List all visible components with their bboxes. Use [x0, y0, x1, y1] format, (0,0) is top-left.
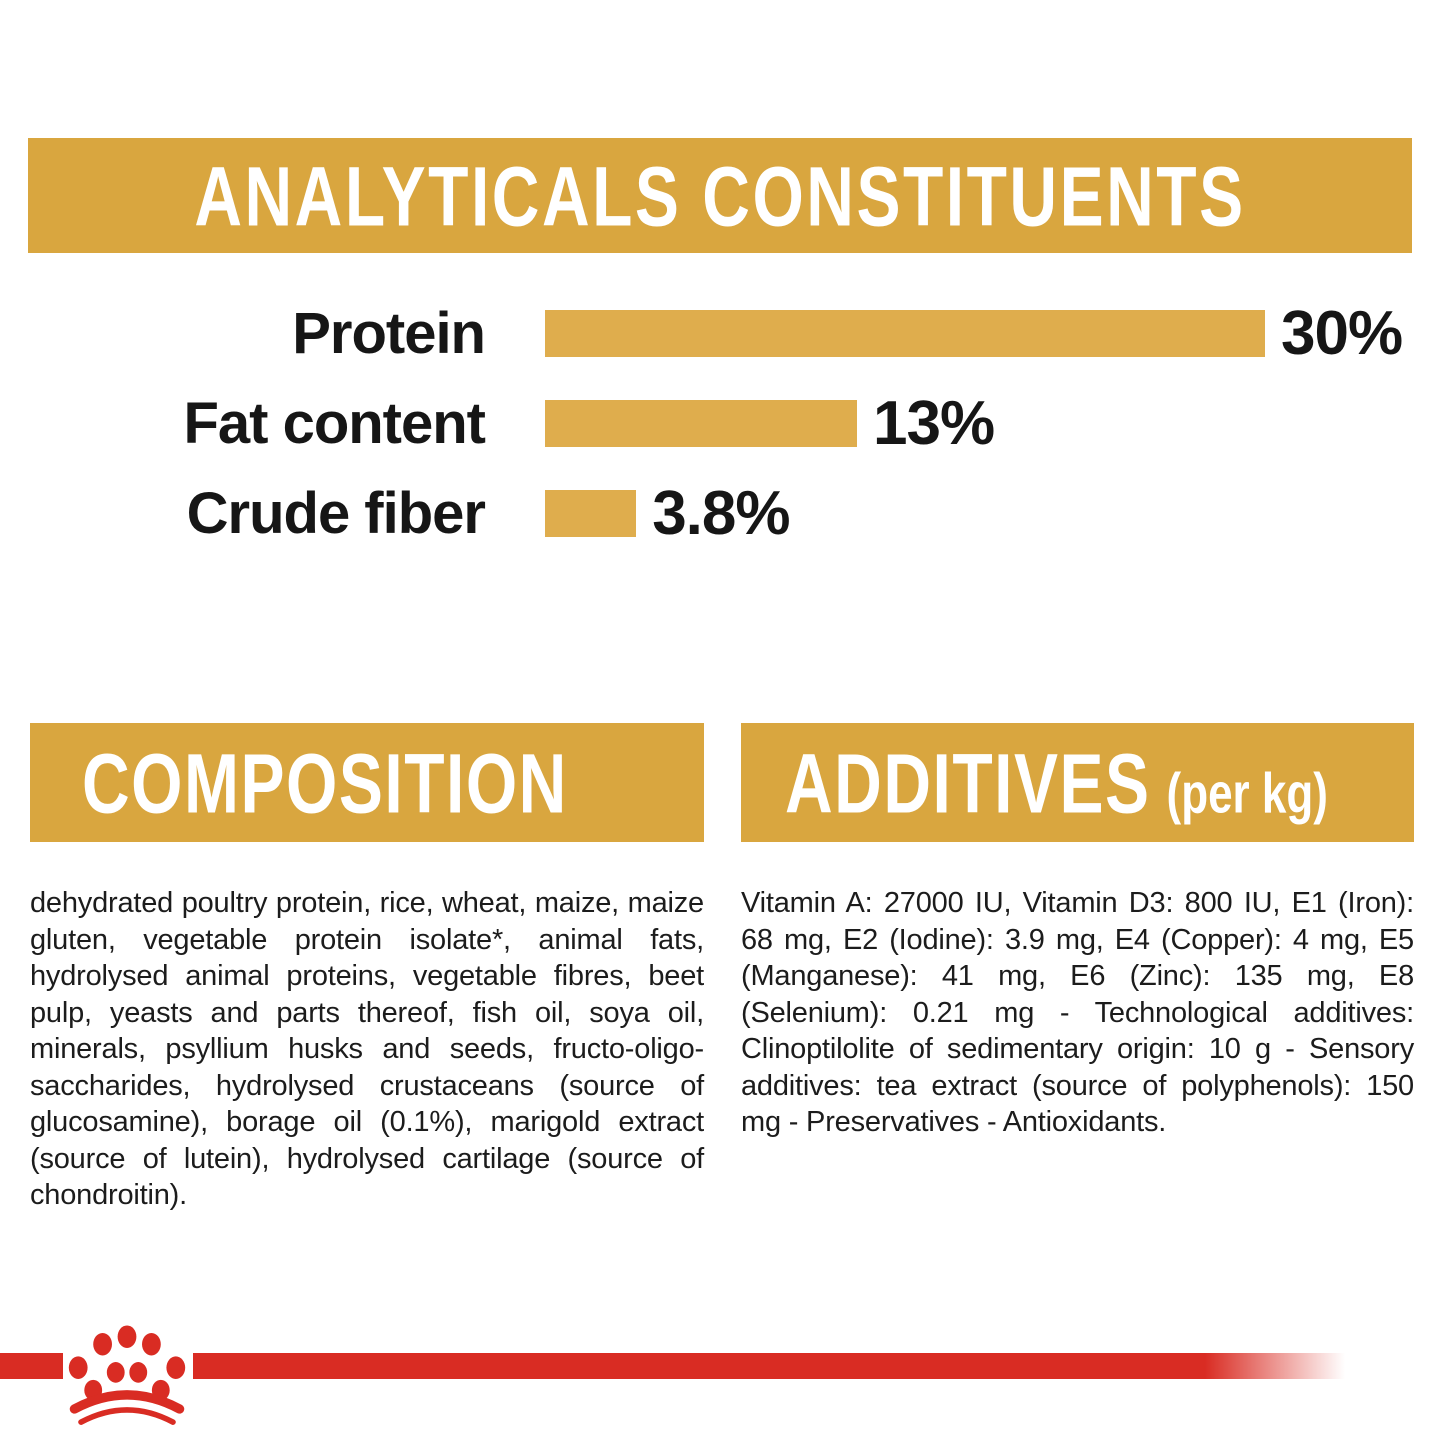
chart-row-protein: Protein 30% — [30, 299, 1420, 368]
analyticals-title: ANALYTICALS CONSTITUENTS — [194, 148, 1246, 243]
chart-category-label: Fat content — [183, 391, 486, 456]
chart-category-label: Crude fiber — [186, 481, 486, 546]
brand-stripe — [0, 1353, 1445, 1379]
chart-row-fat-content: Fat content 13% — [30, 389, 1420, 458]
additives-body-text: Vitamin A: 27000 IU, Vitamin D3: 800 IU,… — [741, 887, 1414, 1138]
chart-value-label: 30% — [1281, 299, 1403, 368]
composition-body-text: dehydrated poultry protein, rice, wheat,… — [30, 887, 704, 1211]
chart-category-label: Protein — [292, 301, 486, 366]
chart-value-label: 13% — [873, 389, 995, 458]
chart-row-crude-fiber: Crude fiber 3.8% — [30, 479, 1420, 548]
analyticals-banner: ANALYTICALS CONSTITUENTS — [28, 138, 1412, 253]
additives-title: ADDITIVES (per kg) — [741, 740, 1328, 824]
composition-banner: COMPOSITION — [30, 723, 704, 842]
chart-bar-fat-content — [545, 400, 857, 447]
chart-bar-crude-fiber — [545, 490, 637, 537]
additives-title-text: ADDITIVES — [785, 735, 1151, 830]
analyticals-bar-chart: Protein 30% Fat content 13% Crude fiber … — [30, 299, 1420, 580]
chart-value-label: 3.8% — [652, 479, 790, 548]
composition-title: COMPOSITION — [82, 735, 568, 830]
royal-canin-crown-icon — [68, 1325, 186, 1425]
additives-banner: ADDITIVES (per kg) — [741, 723, 1414, 842]
additives-per-kg-label: (per kg) — [1166, 762, 1328, 825]
chart-bar-protein — [545, 310, 1265, 357]
